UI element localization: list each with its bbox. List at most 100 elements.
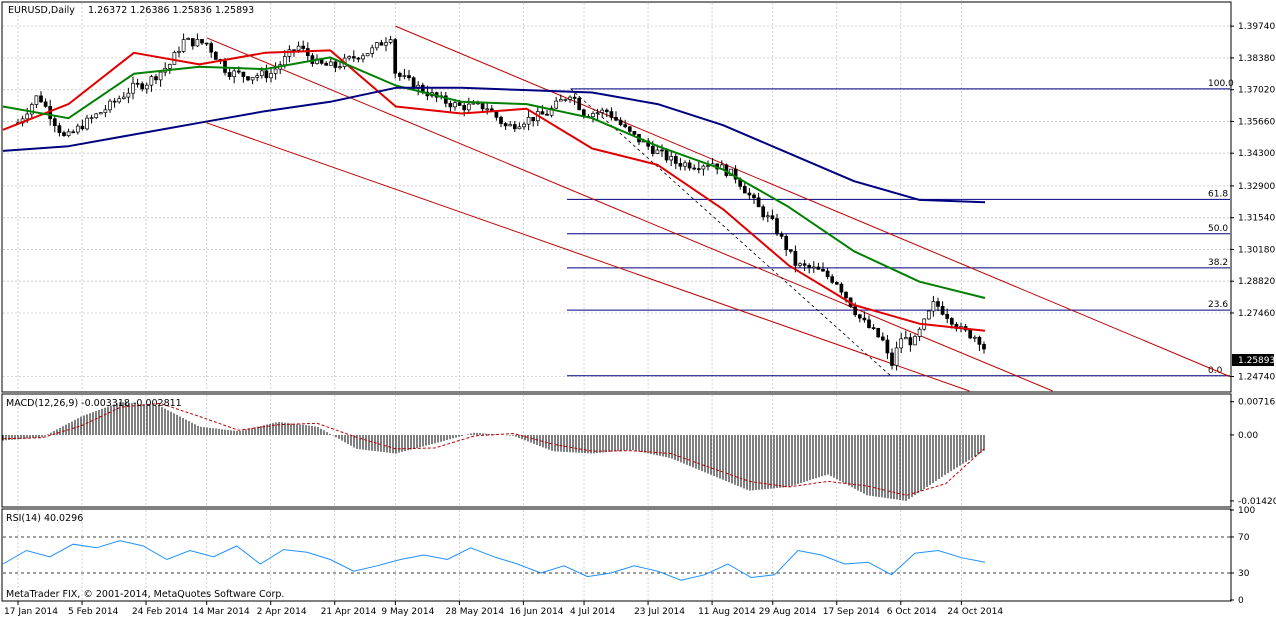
candle-body xyxy=(568,96,572,100)
grid-lines xyxy=(3,3,1230,600)
rsi-y-label: 100 xyxy=(1238,506,1255,516)
candle-body xyxy=(43,101,48,107)
y-tick-label: 1.35660 xyxy=(1238,117,1275,127)
candle-body xyxy=(80,125,85,130)
candle-body xyxy=(600,109,605,113)
candle-body xyxy=(89,117,94,119)
candle-body xyxy=(246,76,250,81)
candle-body xyxy=(623,124,628,128)
candle-body xyxy=(232,70,237,78)
candle-body xyxy=(931,301,936,312)
candle-body xyxy=(34,95,39,105)
rsi-line xyxy=(2,540,986,581)
candle-body xyxy=(632,131,637,135)
candle-body xyxy=(747,192,752,196)
candle-body xyxy=(131,82,135,94)
axis-labels: 17 Jan 2014 5 Feb 2014 24 Feb 2014 14 Mar 2… xyxy=(4,22,1276,617)
candle-body xyxy=(351,56,356,59)
candle-body xyxy=(692,167,697,170)
macd-title: MACD(12,26,9) -0.003318 -0.002811 xyxy=(6,398,182,409)
candle-body xyxy=(779,233,784,237)
candle-body xyxy=(499,116,503,124)
candle-body xyxy=(204,42,209,45)
x-tick-label: 6 Oct 2014 xyxy=(887,607,937,617)
candle-body xyxy=(374,42,379,49)
candle-body xyxy=(402,75,407,77)
candle-body xyxy=(595,112,600,114)
candle-body xyxy=(71,131,76,134)
candle-body xyxy=(443,95,448,104)
candle-body xyxy=(135,82,140,85)
candle-body xyxy=(361,55,365,60)
fib-label: 23.6 xyxy=(1208,300,1228,310)
candle-body xyxy=(98,112,103,115)
candle-body xyxy=(517,126,522,130)
x-tick-label: 16 Jun 2014 xyxy=(509,607,563,617)
candle-body xyxy=(393,39,398,74)
candle-body xyxy=(186,38,191,40)
candle-body xyxy=(462,105,467,111)
y-tick-label: 1.24740 xyxy=(1238,373,1275,383)
candle-body xyxy=(347,56,352,59)
candle-body xyxy=(618,119,623,126)
candle-body xyxy=(172,52,177,65)
candle-body xyxy=(236,70,241,73)
x-tick-label: 2 Apr 2014 xyxy=(257,607,307,617)
channel-lower-line xyxy=(206,122,970,392)
rsi-y-label: 70 xyxy=(1238,533,1250,543)
candle-body xyxy=(296,45,301,51)
candle-body xyxy=(572,96,577,99)
candle-body xyxy=(687,162,692,169)
fibonacci-levels: 100.061.850.038.223.60.0 xyxy=(567,79,1234,377)
candle-body xyxy=(752,194,756,199)
candle-body xyxy=(982,344,986,350)
x-tick-label: 29 Aug 2014 xyxy=(759,607,817,617)
candle-body xyxy=(609,111,614,118)
candle-body xyxy=(899,338,904,349)
y-tick-label: 1.32900 xyxy=(1238,182,1275,192)
candle-body xyxy=(558,99,563,102)
macd-y-label: -0.014207 xyxy=(1238,497,1276,507)
candle-body xyxy=(701,165,706,170)
y-tick-label: 1.39740 xyxy=(1238,22,1275,32)
candle-body xyxy=(227,72,232,78)
y-tick-label: 1.31540 xyxy=(1238,214,1275,224)
channel-upper-line xyxy=(395,25,1231,378)
price-panel xyxy=(1,1,1232,393)
x-tick-label: 4 Jul 2014 xyxy=(570,607,615,617)
rsi-title: RSI(14) 40.0296 xyxy=(6,513,83,524)
candle-body xyxy=(195,39,200,47)
candle-body xyxy=(816,266,821,270)
candle-body xyxy=(209,43,214,53)
candle-body xyxy=(770,215,775,219)
candle-body xyxy=(549,107,554,116)
candle-body xyxy=(259,70,264,77)
candle-body xyxy=(301,45,306,49)
rsi-y-label: 0 xyxy=(1238,596,1244,606)
candle-body xyxy=(673,156,678,164)
candle-body xyxy=(788,249,793,252)
candle-body xyxy=(181,39,186,52)
candle-body xyxy=(333,61,338,68)
moving-averages xyxy=(2,49,986,332)
candle-body xyxy=(126,92,131,98)
candle-body xyxy=(287,49,292,57)
candle-body xyxy=(545,113,549,116)
candle-body xyxy=(871,327,876,329)
candle-body xyxy=(540,111,545,115)
candle-body xyxy=(876,328,881,338)
candle-body xyxy=(25,113,30,120)
candle-body xyxy=(407,75,411,79)
last-price-label: 1.25893 xyxy=(1238,356,1275,366)
candle-body xyxy=(627,126,632,132)
candle-body xyxy=(466,103,471,111)
rsi-y-label: 30 xyxy=(1238,569,1250,579)
candle-body xyxy=(614,117,618,121)
candle-body xyxy=(917,328,922,337)
candle-body xyxy=(213,51,218,60)
candle-body xyxy=(75,125,80,133)
candle-body xyxy=(154,76,158,81)
candle-body xyxy=(62,132,66,137)
x-tick-label: 11 Aug 2014 xyxy=(698,607,756,617)
